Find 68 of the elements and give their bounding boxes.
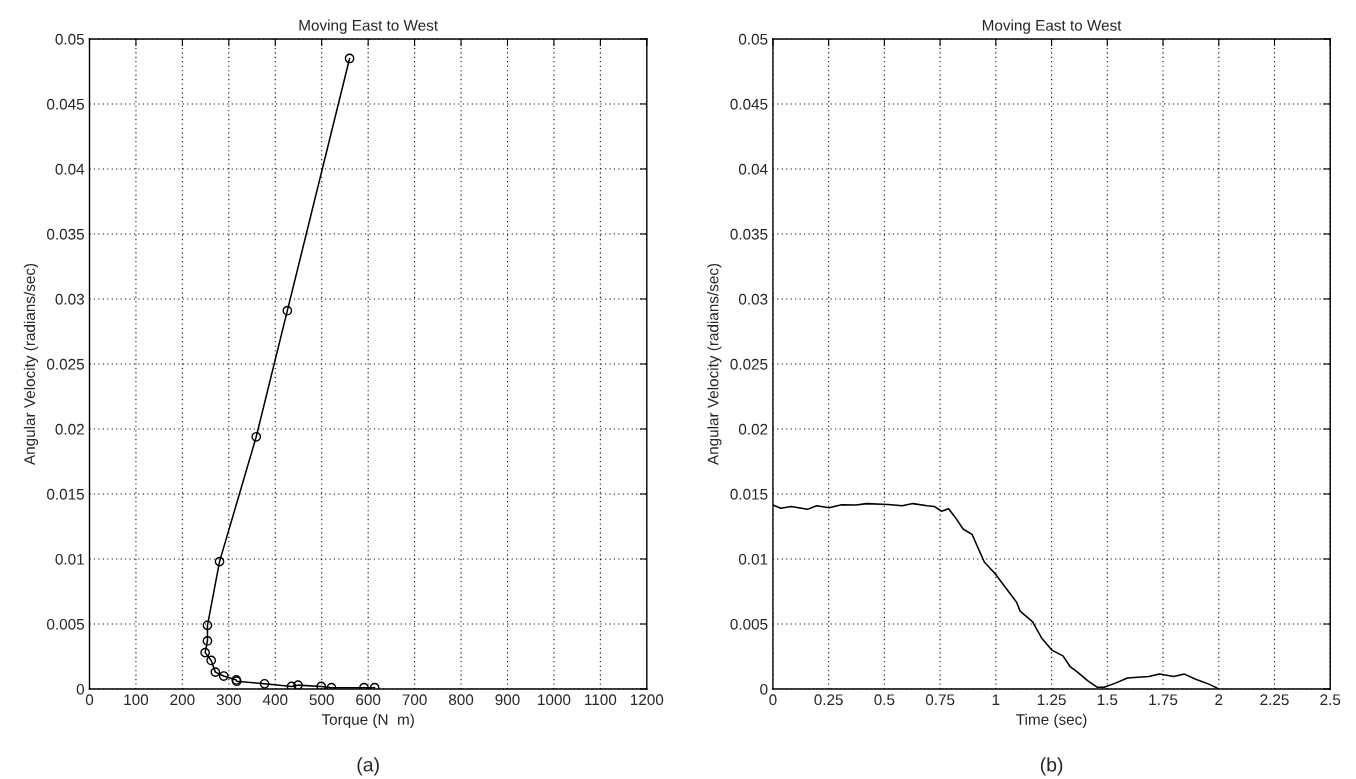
x-tick-label: 800 <box>448 694 474 706</box>
x-tick-label: 0 <box>769 694 777 706</box>
y-tick-label: 0.04 <box>738 163 768 175</box>
x-tick-label: 100 <box>124 694 149 706</box>
y-tick-label: 0.01 <box>738 553 768 565</box>
point <box>200 647 211 658</box>
y-tick-label: 0.02 <box>738 423 768 435</box>
y-tick-label: 0.03 <box>55 293 84 305</box>
x-tick-label: 2.5 <box>1320 694 1341 706</box>
x-tick-label: 1100 <box>585 694 617 706</box>
point <box>202 636 213 646</box>
x-tick-label: 1.5 <box>1097 694 1118 706</box>
point <box>251 431 262 442</box>
point <box>316 681 327 690</box>
chart-title: Moving East to West <box>982 19 1122 34</box>
point <box>282 305 293 316</box>
x-tick-label: 1 <box>992 694 1000 705</box>
x-axis-title: Torque (N m) <box>321 713 414 728</box>
x-tick-label: 0.5 <box>874 694 895 706</box>
chart-title: Moving East to West <box>299 19 438 34</box>
y-tick-label: 0.025 <box>47 358 84 370</box>
y-axis-title: Angular Velocity (radians/sec) <box>23 263 39 465</box>
y-tick-label: 0.005 <box>47 618 84 630</box>
x-tick-label: 2.25 <box>1260 694 1289 706</box>
x-tick-label: 0.25 <box>814 694 843 706</box>
point <box>218 671 229 681</box>
y-tick-label: 0.04 <box>55 163 85 175</box>
point <box>210 667 221 677</box>
y-tick-label: 0.005 <box>730 618 768 630</box>
y-tick-label: 0.045 <box>47 98 84 110</box>
x-tick-label: 0.75 <box>925 694 955 706</box>
point <box>214 556 225 567</box>
y-tick-label: 0.05 <box>55 33 84 45</box>
x-tick-label: 1000 <box>538 694 571 706</box>
x-tick-label: 900 <box>495 694 520 706</box>
y-tick-label: 0.02 <box>55 423 84 435</box>
point <box>293 680 303 690</box>
y-tick-label: 0 <box>760 683 768 695</box>
y-tick-label: 0.035 <box>47 228 84 240</box>
x-tick-label: 500 <box>309 694 334 706</box>
point <box>202 620 213 631</box>
y-tick-label: 0.025 <box>730 358 768 370</box>
x-tick-label: 2 <box>1215 694 1223 705</box>
x-tick-label: 700 <box>402 694 427 706</box>
y-tick-label: 0.045 <box>730 98 768 110</box>
x-axis-title: Time (sec) <box>1016 713 1087 728</box>
x-tick-label: 300 <box>216 694 241 706</box>
x-tick-label: 400 <box>262 694 288 706</box>
point <box>344 53 355 64</box>
y-tick-label: 0.03 <box>738 293 768 305</box>
point <box>206 655 217 666</box>
point <box>259 678 270 689</box>
y-axis-title: Angular Velocity (radians/sec) <box>707 263 722 465</box>
x-tick-label: 1200 <box>630 694 664 706</box>
x-tick-label: 600 <box>356 694 381 706</box>
point <box>286 681 297 690</box>
x-tick-label: 1.25 <box>1037 694 1066 706</box>
y-tick-label: 0.015 <box>730 488 768 500</box>
y-tick-label: 0 <box>76 683 85 695</box>
x-tick-label: 200 <box>170 694 195 706</box>
x-tick-label: 0 <box>85 694 94 706</box>
y-tick-label: 0.035 <box>730 228 768 240</box>
y-tick-label: 0.015 <box>47 488 84 500</box>
y-tick-label: 0.01 <box>55 553 84 565</box>
y-tick-label: 0.05 <box>738 33 768 45</box>
text: (a) <box>357 757 379 776</box>
text: (b) <box>1040 757 1063 776</box>
x-tick-label: 1.75 <box>1149 694 1178 706</box>
